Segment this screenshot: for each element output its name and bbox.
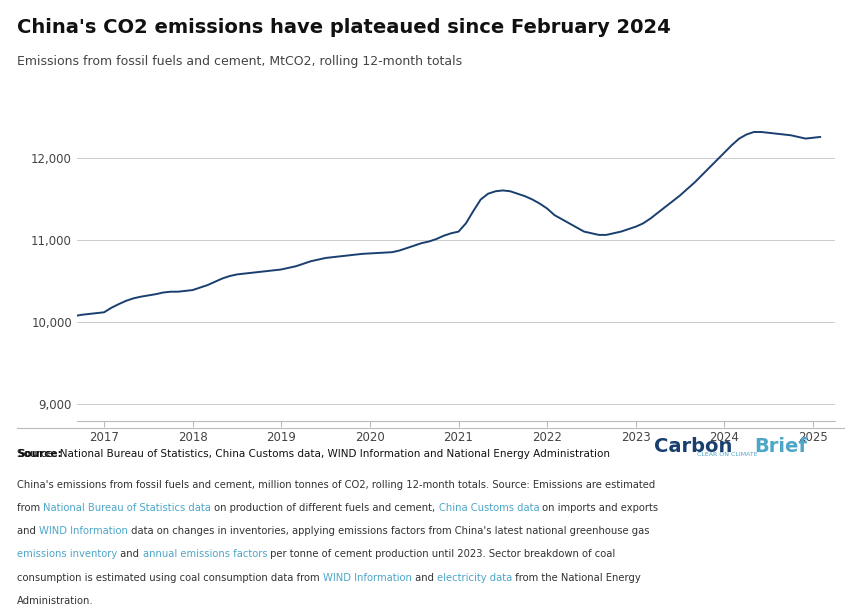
Text: Administration.: Administration. <box>17 596 94 606</box>
Text: consumption is estimated using coal consumption data from: consumption is estimated using coal cons… <box>17 573 323 582</box>
Text: from the National Energy: from the National Energy <box>512 573 641 582</box>
Text: WIND Information: WIND Information <box>323 573 412 582</box>
Text: National Bureau of Statistics data: National Bureau of Statistics data <box>43 503 211 513</box>
Text: from: from <box>17 503 43 513</box>
Text: per tonne of cement production until 2023. Sector breakdown of coal: per tonne of cement production until 202… <box>267 549 616 559</box>
Text: Emissions from fossil fuels and cement, MtCO2, rolling 12-month totals: Emissions from fossil fuels and cement, … <box>17 55 462 68</box>
Text: data on changes in inventories, applying emissions factors from China's latest n: data on changes in inventories, applying… <box>128 526 649 536</box>
Text: emissions inventory: emissions inventory <box>17 549 117 559</box>
Text: electricity data: electricity data <box>437 573 512 582</box>
Text: on imports and exports: on imports and exports <box>539 503 659 513</box>
Text: and: and <box>117 549 143 559</box>
Text: Brief: Brief <box>754 437 807 456</box>
Text: and: and <box>17 526 40 536</box>
Text: China's CO2 emissions have plateaued since February 2024: China's CO2 emissions have plateaued sin… <box>17 18 671 37</box>
Text: China's emissions from fossil fuels and cement, million tonnes of CO2, rolling 1: China's emissions from fossil fuels and … <box>17 480 655 489</box>
Text: Source: National Bureau of Statistics, China Customs data, WIND Information and : Source: National Bureau of Statistics, C… <box>17 449 610 459</box>
Text: China Customs data: China Customs data <box>438 503 539 513</box>
Text: Carbon: Carbon <box>654 437 733 456</box>
Text: annual emissions factors: annual emissions factors <box>143 549 267 559</box>
Text: CLEAR ON CLIMATE: CLEAR ON CLIMATE <box>697 452 758 457</box>
Text: and: and <box>412 573 437 582</box>
Text: WIND Information: WIND Information <box>40 526 128 536</box>
Text: Source:: Source: <box>17 449 62 459</box>
Text: on production of different fuels and cement,: on production of different fuels and cem… <box>211 503 438 513</box>
